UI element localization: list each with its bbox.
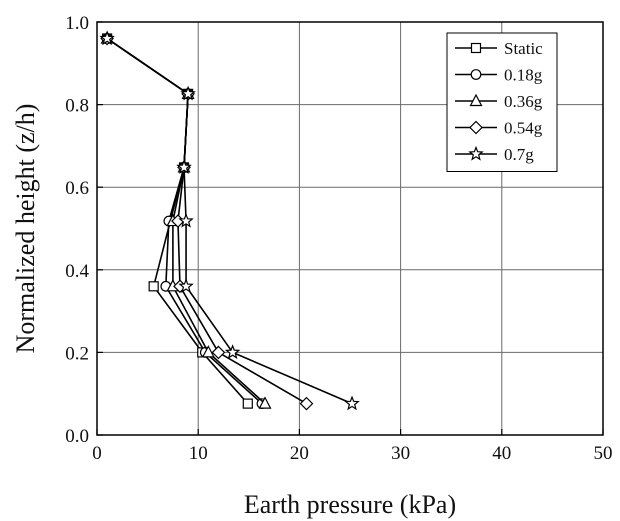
series-line	[106, 37, 353, 405]
data-point	[176, 159, 192, 174]
data-point	[299, 396, 314, 411]
legend-label: 0.18g	[504, 66, 543, 85]
legend-label: 0.36g	[504, 92, 543, 111]
y-tick-label: 1.0	[65, 13, 89, 34]
y-tick-label: 0.4	[65, 261, 89, 282]
data-point	[99, 30, 115, 46]
data-point	[178, 278, 194, 293]
data-point	[344, 395, 360, 411]
axis-ticks: 0 10 20 30 40 50 0.0 0.2 0.4 0.6 0.8 1.0	[65, 13, 612, 464]
x-tick-label: 0	[92, 443, 102, 464]
legend-item: 0.36g	[455, 92, 543, 111]
series-group	[99, 30, 360, 411]
legend-marker	[470, 42, 482, 54]
x-tick-label: 10	[189, 443, 208, 464]
legend: Static 0.18g 0.36g 0.54g 0.7g	[446, 32, 558, 172]
legend-item: Static	[455, 39, 543, 58]
plot-frame	[96, 21, 604, 436]
data-point	[242, 398, 253, 409]
data-point	[211, 345, 226, 360]
legend-marker	[469, 93, 483, 107]
legend-label: Static	[504, 39, 543, 58]
legend-item: 0.18g	[455, 66, 543, 85]
data-point	[201, 345, 215, 358]
y-tick-label: 0.2	[65, 343, 89, 364]
data-point	[180, 85, 196, 101]
x-tick-label: 20	[290, 443, 309, 464]
x-tick-label: 50	[594, 443, 613, 464]
data-point	[224, 344, 241, 360]
x-tick-label: 40	[492, 443, 511, 464]
legend-marker	[469, 120, 483, 135]
series-0-7g	[99, 30, 360, 411]
y-tick-label: 0.6	[65, 178, 89, 199]
legend-item: 0.54g	[455, 119, 543, 138]
x-tick-label: 30	[391, 443, 410, 464]
legend-marker	[470, 69, 482, 80]
legend-box	[446, 32, 558, 172]
legend-label: 0.7g	[504, 145, 534, 164]
legend-item: 0.7g	[455, 145, 534, 164]
y-tick-label: 0.0	[65, 426, 89, 447]
legend-marker	[468, 145, 484, 161]
data-point	[258, 396, 272, 409]
data-point	[148, 281, 159, 292]
y-axis-title: Normalized height (z/h)	[11, 104, 40, 354]
y-tick-label: 0.8	[65, 96, 89, 117]
x-axis-title: Earth pressure (kPa)	[244, 490, 456, 519]
data-point	[178, 212, 194, 228]
legend-label: 0.54g	[504, 119, 543, 138]
